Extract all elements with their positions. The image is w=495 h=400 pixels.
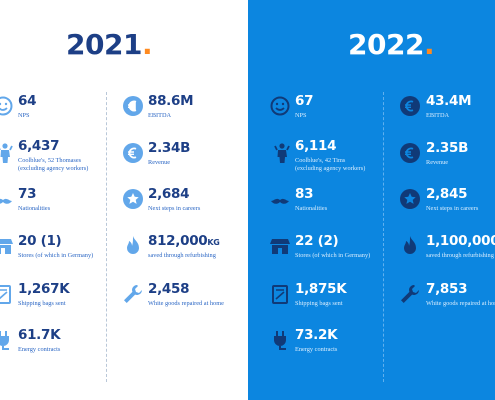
panel-2022: 2022. 67 NPS 43.4M EBITDA 6,114 Coolblue… bbox=[248, 0, 495, 400]
energy-value: 61.7K bbox=[18, 327, 61, 343]
nps-value: 67 bbox=[295, 93, 314, 109]
careers-label: Next steps in careers bbox=[426, 205, 479, 212]
person-icon bbox=[271, 142, 293, 164]
year-heading-2021: 2021. bbox=[66, 28, 153, 61]
nationalities-label: Nationalities bbox=[295, 205, 328, 212]
orange-dot: . bbox=[141, 28, 153, 61]
ebitda-value: 43.4M bbox=[426, 93, 472, 109]
orange-dot: . bbox=[423, 28, 435, 61]
nationalities-value: 83 bbox=[295, 186, 314, 202]
star-icon bbox=[399, 188, 421, 210]
smiley-icon bbox=[269, 95, 291, 117]
revenue-label: Revenue bbox=[426, 159, 449, 166]
stores-label: Stores (of which in Germany) bbox=[295, 252, 371, 259]
white-label: White goods repaired at home bbox=[148, 300, 224, 307]
smiley-icon bbox=[0, 95, 14, 117]
white-label: White goods repaired at home bbox=[426, 300, 495, 307]
stores-label: Stores (of which in Germany) bbox=[18, 252, 94, 259]
nps-label: NPS bbox=[295, 112, 307, 119]
coolblue-label: Coolblue's, 52 Thomases (excluding agency… bbox=[18, 157, 89, 172]
refurb-unit: KG bbox=[207, 238, 220, 247]
coolblue-value: 6,114 bbox=[295, 138, 337, 154]
ebitda-value: 88.6M bbox=[148, 93, 194, 109]
stores-value: 20 (1) bbox=[18, 233, 62, 249]
bags-label: Shipping bags sent bbox=[295, 300, 343, 307]
euro-icon bbox=[399, 142, 421, 164]
refurb-value: 1,100,000 bbox=[426, 233, 495, 249]
moustache-icon bbox=[0, 188, 14, 210]
store-icon bbox=[269, 235, 291, 257]
careers-value: 2,845 bbox=[426, 186, 468, 202]
bag-icon bbox=[0, 283, 14, 305]
white-value: 7,853 bbox=[426, 281, 468, 297]
bags-value: 1,267K bbox=[18, 281, 70, 297]
refurb-value: 812,000KG bbox=[148, 233, 220, 249]
wrench-icon bbox=[399, 283, 421, 305]
coolblue-value: 6,437 bbox=[18, 138, 60, 154]
column-divider bbox=[106, 92, 107, 382]
revenue-value: 2.35B bbox=[426, 140, 469, 156]
bags-label: Shipping bags sent bbox=[18, 300, 66, 307]
ebitda-label: EBITDA bbox=[426, 112, 450, 119]
person-icon bbox=[0, 142, 16, 164]
nationalities-value: 73 bbox=[18, 186, 37, 202]
refurb-label: saved through refurbishing bbox=[426, 252, 494, 259]
energy-label: Energy contracts bbox=[295, 346, 338, 353]
energy-label: Energy contracts bbox=[18, 346, 61, 353]
nationalities-label: Nationalities bbox=[18, 205, 51, 212]
nps-value: 64 bbox=[18, 93, 37, 109]
flame-icon bbox=[399, 235, 421, 257]
plug-icon bbox=[0, 329, 14, 351]
energy-value: 73.2K bbox=[295, 327, 338, 343]
euro-icon bbox=[122, 142, 144, 164]
moustache-icon bbox=[269, 188, 291, 210]
euro-icon bbox=[399, 95, 421, 117]
stores-value: 22 (2) bbox=[295, 233, 339, 249]
careers-value: 2,684 bbox=[148, 186, 190, 202]
column-divider bbox=[383, 92, 384, 382]
revenue-label: Revenue bbox=[148, 159, 171, 166]
nps-label: NPS bbox=[18, 112, 30, 119]
euro-icon bbox=[122, 95, 144, 117]
wrench-icon bbox=[122, 283, 144, 305]
store-icon bbox=[0, 235, 14, 257]
panel-2021: 2021. 64 NPS 88.6M EBITDA 6,437 Coolblue… bbox=[0, 28, 224, 382]
revenue-value: 2.34B bbox=[148, 140, 191, 156]
bags-value: 1,875K bbox=[295, 281, 347, 297]
careers-label: Next steps in careers bbox=[148, 205, 201, 212]
plug-icon bbox=[269, 329, 291, 351]
white-value: 2,458 bbox=[148, 281, 190, 297]
bag-icon bbox=[269, 283, 291, 305]
ebitda-label: EBITDA bbox=[148, 112, 172, 119]
flame-icon bbox=[122, 235, 144, 257]
refurb-label: saved through refurbishing bbox=[148, 252, 216, 259]
coolblue-label: Coolblue's, 42 Tims (excluding agency wor… bbox=[295, 157, 366, 172]
year-heading-2022: 2022. bbox=[348, 28, 435, 61]
star-icon bbox=[122, 188, 144, 210]
